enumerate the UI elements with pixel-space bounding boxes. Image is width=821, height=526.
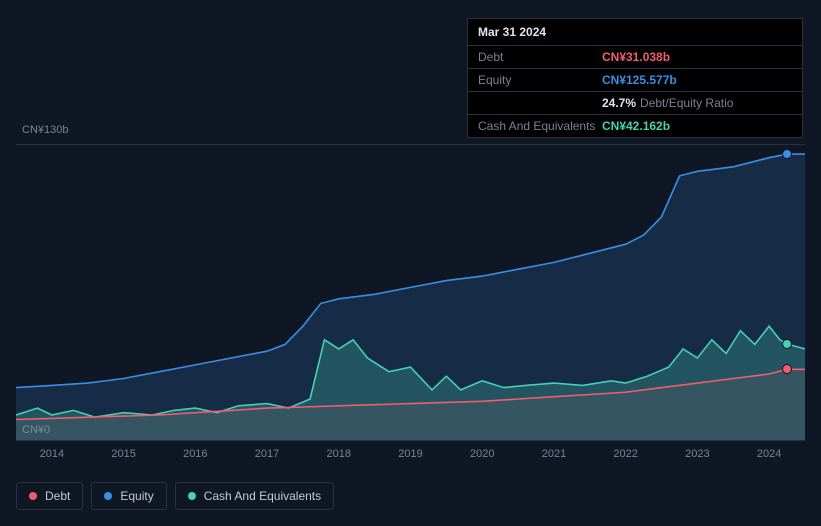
x-tick: 2021 [542,448,566,460]
tooltip-row-value: CN¥42.162b [602,119,670,133]
x-tick: 2015 [111,448,135,460]
marker-debt [782,364,792,374]
legend-label: Equity [120,489,153,503]
tooltip-row-label [478,96,602,110]
tooltip-row-value: CN¥125.577b [602,73,677,87]
tooltip-row: DebtCN¥31.038b [468,45,802,68]
marker-cash-and-equivalents [782,339,792,349]
legend-dot-icon [188,492,196,500]
x-tick: 2020 [470,448,494,460]
gridline-bottom [16,440,805,441]
x-tick: 2024 [757,448,781,460]
legend-dot-icon [104,492,112,500]
tooltip-date: Mar 31 2024 [468,19,802,45]
legend-item-equity[interactable]: Equity [91,482,166,510]
x-tick: 2016 [183,448,207,460]
tooltip-row: Cash And EquivalentsCN¥42.162b [468,114,802,137]
chart-container: { "tooltip": { "date": "Mar 31 2024", "r… [0,0,821,526]
tooltip-row-label: Cash And Equivalents [478,119,602,133]
legend-item-cash-and-equivalents[interactable]: Cash And Equivalents [175,482,334,510]
legend-item-debt[interactable]: Debt [16,482,83,510]
tooltip-row-value: CN¥31.038b [602,50,670,64]
x-tick: 2018 [327,448,351,460]
y-axis-label-top: CN¥130b [22,124,68,136]
data-tooltip: Mar 31 2024 DebtCN¥31.038bEquityCN¥125.5… [467,18,803,138]
tooltip-row-label: Equity [478,73,602,87]
chart-plot[interactable] [16,144,805,440]
tooltip-row-label: Debt [478,50,602,64]
x-tick: 2023 [685,448,709,460]
tooltip-row: EquityCN¥125.577b [468,68,802,91]
x-tick: 2019 [398,448,422,460]
legend-label: Cash And Equivalents [204,489,321,503]
legend-label: Debt [45,489,70,503]
tooltip-ratio-label: Debt/Equity Ratio [640,96,733,110]
legend: Debt Equity Cash And Equivalents [16,482,334,510]
tooltip-row-value: 24.7% [602,96,636,110]
x-axis: 2014 2015 2016 2017 2018 2019 2020 2021 2022 2023… [16,448,805,468]
x-tick: 2017 [255,448,279,460]
tooltip-row: 24.7% Debt/Equity Ratio [468,91,802,114]
x-tick: 2014 [40,448,64,460]
legend-dot-icon [29,492,37,500]
x-tick: 2022 [613,448,637,460]
marker-equity [782,149,792,159]
